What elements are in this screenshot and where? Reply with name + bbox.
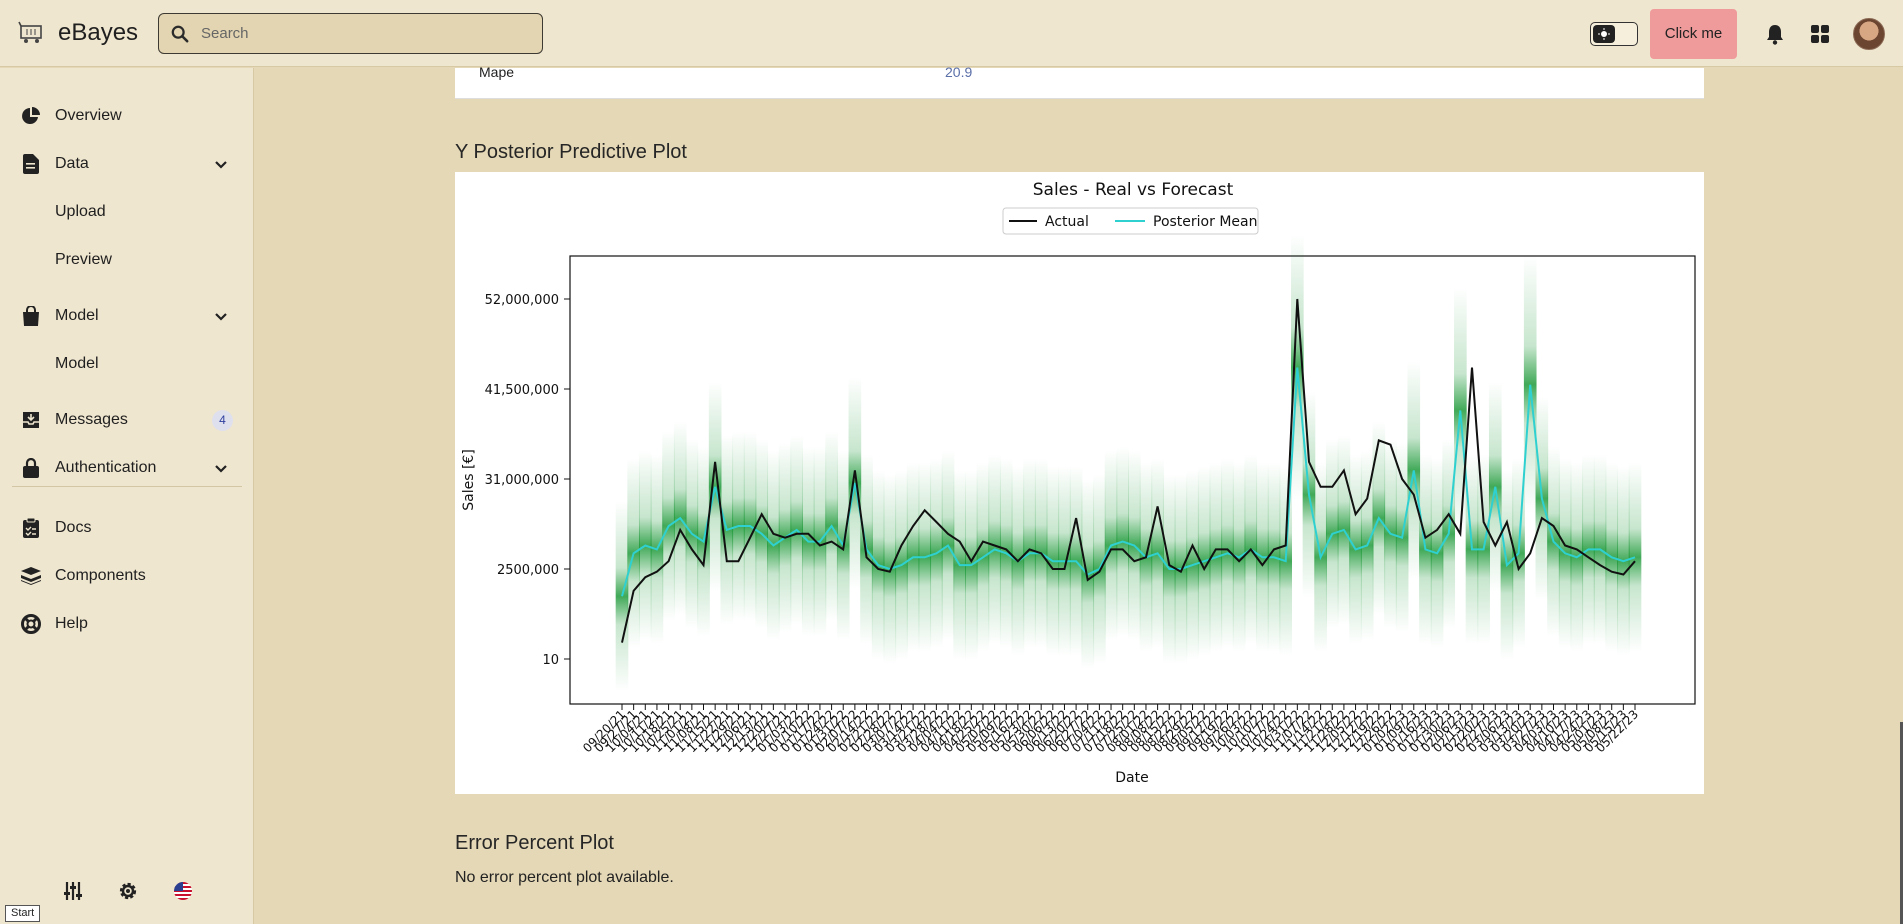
- sidebar-item-label: Components: [55, 567, 146, 584]
- inbox-icon: [21, 410, 41, 430]
- sidebar-item-label: Model: [55, 307, 99, 324]
- posterior-mean-line: [621, 367, 1636, 597]
- sidebar-item-messages[interactable]: Messages 4: [0, 400, 254, 440]
- sidebar-item-upload[interactable]: Upload: [0, 192, 254, 232]
- posterior-plot-title: Y Posterior Predictive Plot: [455, 141, 687, 163]
- sidebar-item-label: Upload: [55, 203, 106, 220]
- sales-chart: Sales - Real vs Forecast Actual Posterio…: [461, 180, 1696, 786]
- sidebar-item-label: Authentication: [55, 459, 157, 476]
- gear-icon[interactable]: [116, 879, 140, 903]
- messages-count-badge: 4: [212, 409, 233, 431]
- legend-posterior-mean: Posterior Mean: [1153, 214, 1257, 230]
- mape-label: Mape: [479, 64, 515, 80]
- search-input[interactable]: [201, 25, 521, 42]
- clipboard-icon: [21, 518, 41, 538]
- sidebar-item-label: Data: [55, 155, 89, 172]
- scrollbar[interactable]: [1900, 722, 1903, 924]
- sidebar-item-components[interactable]: Components: [0, 556, 254, 596]
- y-tick-label: 2500,000: [497, 563, 559, 578]
- sidebar-item-preview[interactable]: Preview: [0, 240, 254, 280]
- sidebar-item-label: Model: [55, 355, 99, 372]
- posterior-plot-card: Sales - Real vs Forecast Actual Posterio…: [455, 172, 1704, 794]
- sun-icon: [1593, 24, 1615, 43]
- chart-title: Sales - Real vs Forecast: [1033, 180, 1234, 200]
- actual-line: [621, 298, 1636, 643]
- top-bar: eBayes Click me: [0, 0, 1903, 67]
- bell-icon[interactable]: [1763, 22, 1787, 46]
- y-axis-label: Sales [€]: [461, 449, 477, 511]
- y-axis: 10 2500,000 31,000,000 41,500,000 52,000,000: [485, 293, 570, 668]
- chevron-down-icon: [215, 161, 227, 169]
- x-axis: 09/20/2109/27/2110/04/2110/11/2110/18/21…: [580, 704, 1641, 755]
- y-tick-label: 10: [542, 653, 559, 668]
- sidebar-footer: [0, 879, 254, 907]
- mape-value: 20.9: [945, 64, 973, 80]
- sliders-icon[interactable]: [61, 879, 85, 903]
- band-segment: [1628, 462, 1642, 653]
- y-tick-label: 31,000,000: [485, 473, 559, 488]
- x-axis-label: Date: [1115, 770, 1148, 786]
- chart-legend: Actual Posterior Mean: [1002, 207, 1259, 235]
- sidebar: Overview Data Upload Preview Model Model…: [0, 68, 254, 924]
- app-name: eBayes: [58, 19, 139, 46]
- error-plot-message: No error percent plot available.: [455, 869, 674, 886]
- document-icon: [21, 154, 41, 174]
- us-flag-icon[interactable]: [171, 879, 195, 903]
- y-tick-label: 41,500,000: [485, 383, 559, 398]
- error-plot-title: Error Percent Plot: [455, 832, 614, 854]
- sidebar-item-model[interactable]: Model: [0, 296, 254, 336]
- sidebar-item-label: Help: [55, 615, 88, 632]
- sidebar-item-label: Messages: [55, 411, 128, 428]
- metrics-card: Mape 20.9: [455, 64, 1704, 99]
- chart-pie-icon: [21, 106, 41, 126]
- sidebar-item-label: Docs: [55, 519, 92, 536]
- y-tick-label: 52,000,000: [485, 293, 559, 308]
- chevron-down-icon: [215, 465, 227, 473]
- lifebuoy-icon: [21, 614, 41, 634]
- shopping-bag-icon: [21, 306, 41, 326]
- legend-actual: Actual: [1045, 214, 1089, 230]
- search-icon: [171, 25, 189, 42]
- sidebar-item-data[interactable]: Data: [0, 144, 254, 184]
- cart-logo-icon: [18, 21, 42, 43]
- click-me-button[interactable]: Click me: [1650, 8, 1737, 59]
- lock-icon: [21, 458, 41, 478]
- sidebar-item-model-sub[interactable]: Model: [0, 344, 254, 384]
- sidebar-item-docs[interactable]: Docs: [0, 508, 254, 548]
- sidebar-item-help[interactable]: Help: [0, 604, 254, 644]
- sidebar-divider: [12, 486, 242, 487]
- brand[interactable]: eBayes: [18, 19, 158, 47]
- start-tooltip: Start: [5, 905, 41, 922]
- theme-toggle[interactable]: [1590, 21, 1638, 46]
- avatar[interactable]: [1853, 17, 1885, 50]
- search-box[interactable]: [158, 13, 543, 54]
- sidebar-item-authentication[interactable]: Authentication: [0, 448, 254, 488]
- sidebar-item-label: Overview: [55, 107, 122, 124]
- apps-grid-icon[interactable]: [1808, 22, 1832, 46]
- sidebar-item-label: Preview: [55, 251, 112, 268]
- stack-icon: [21, 566, 41, 586]
- chevron-down-icon: [215, 313, 227, 321]
- sidebar-item-overview[interactable]: Overview: [0, 96, 254, 136]
